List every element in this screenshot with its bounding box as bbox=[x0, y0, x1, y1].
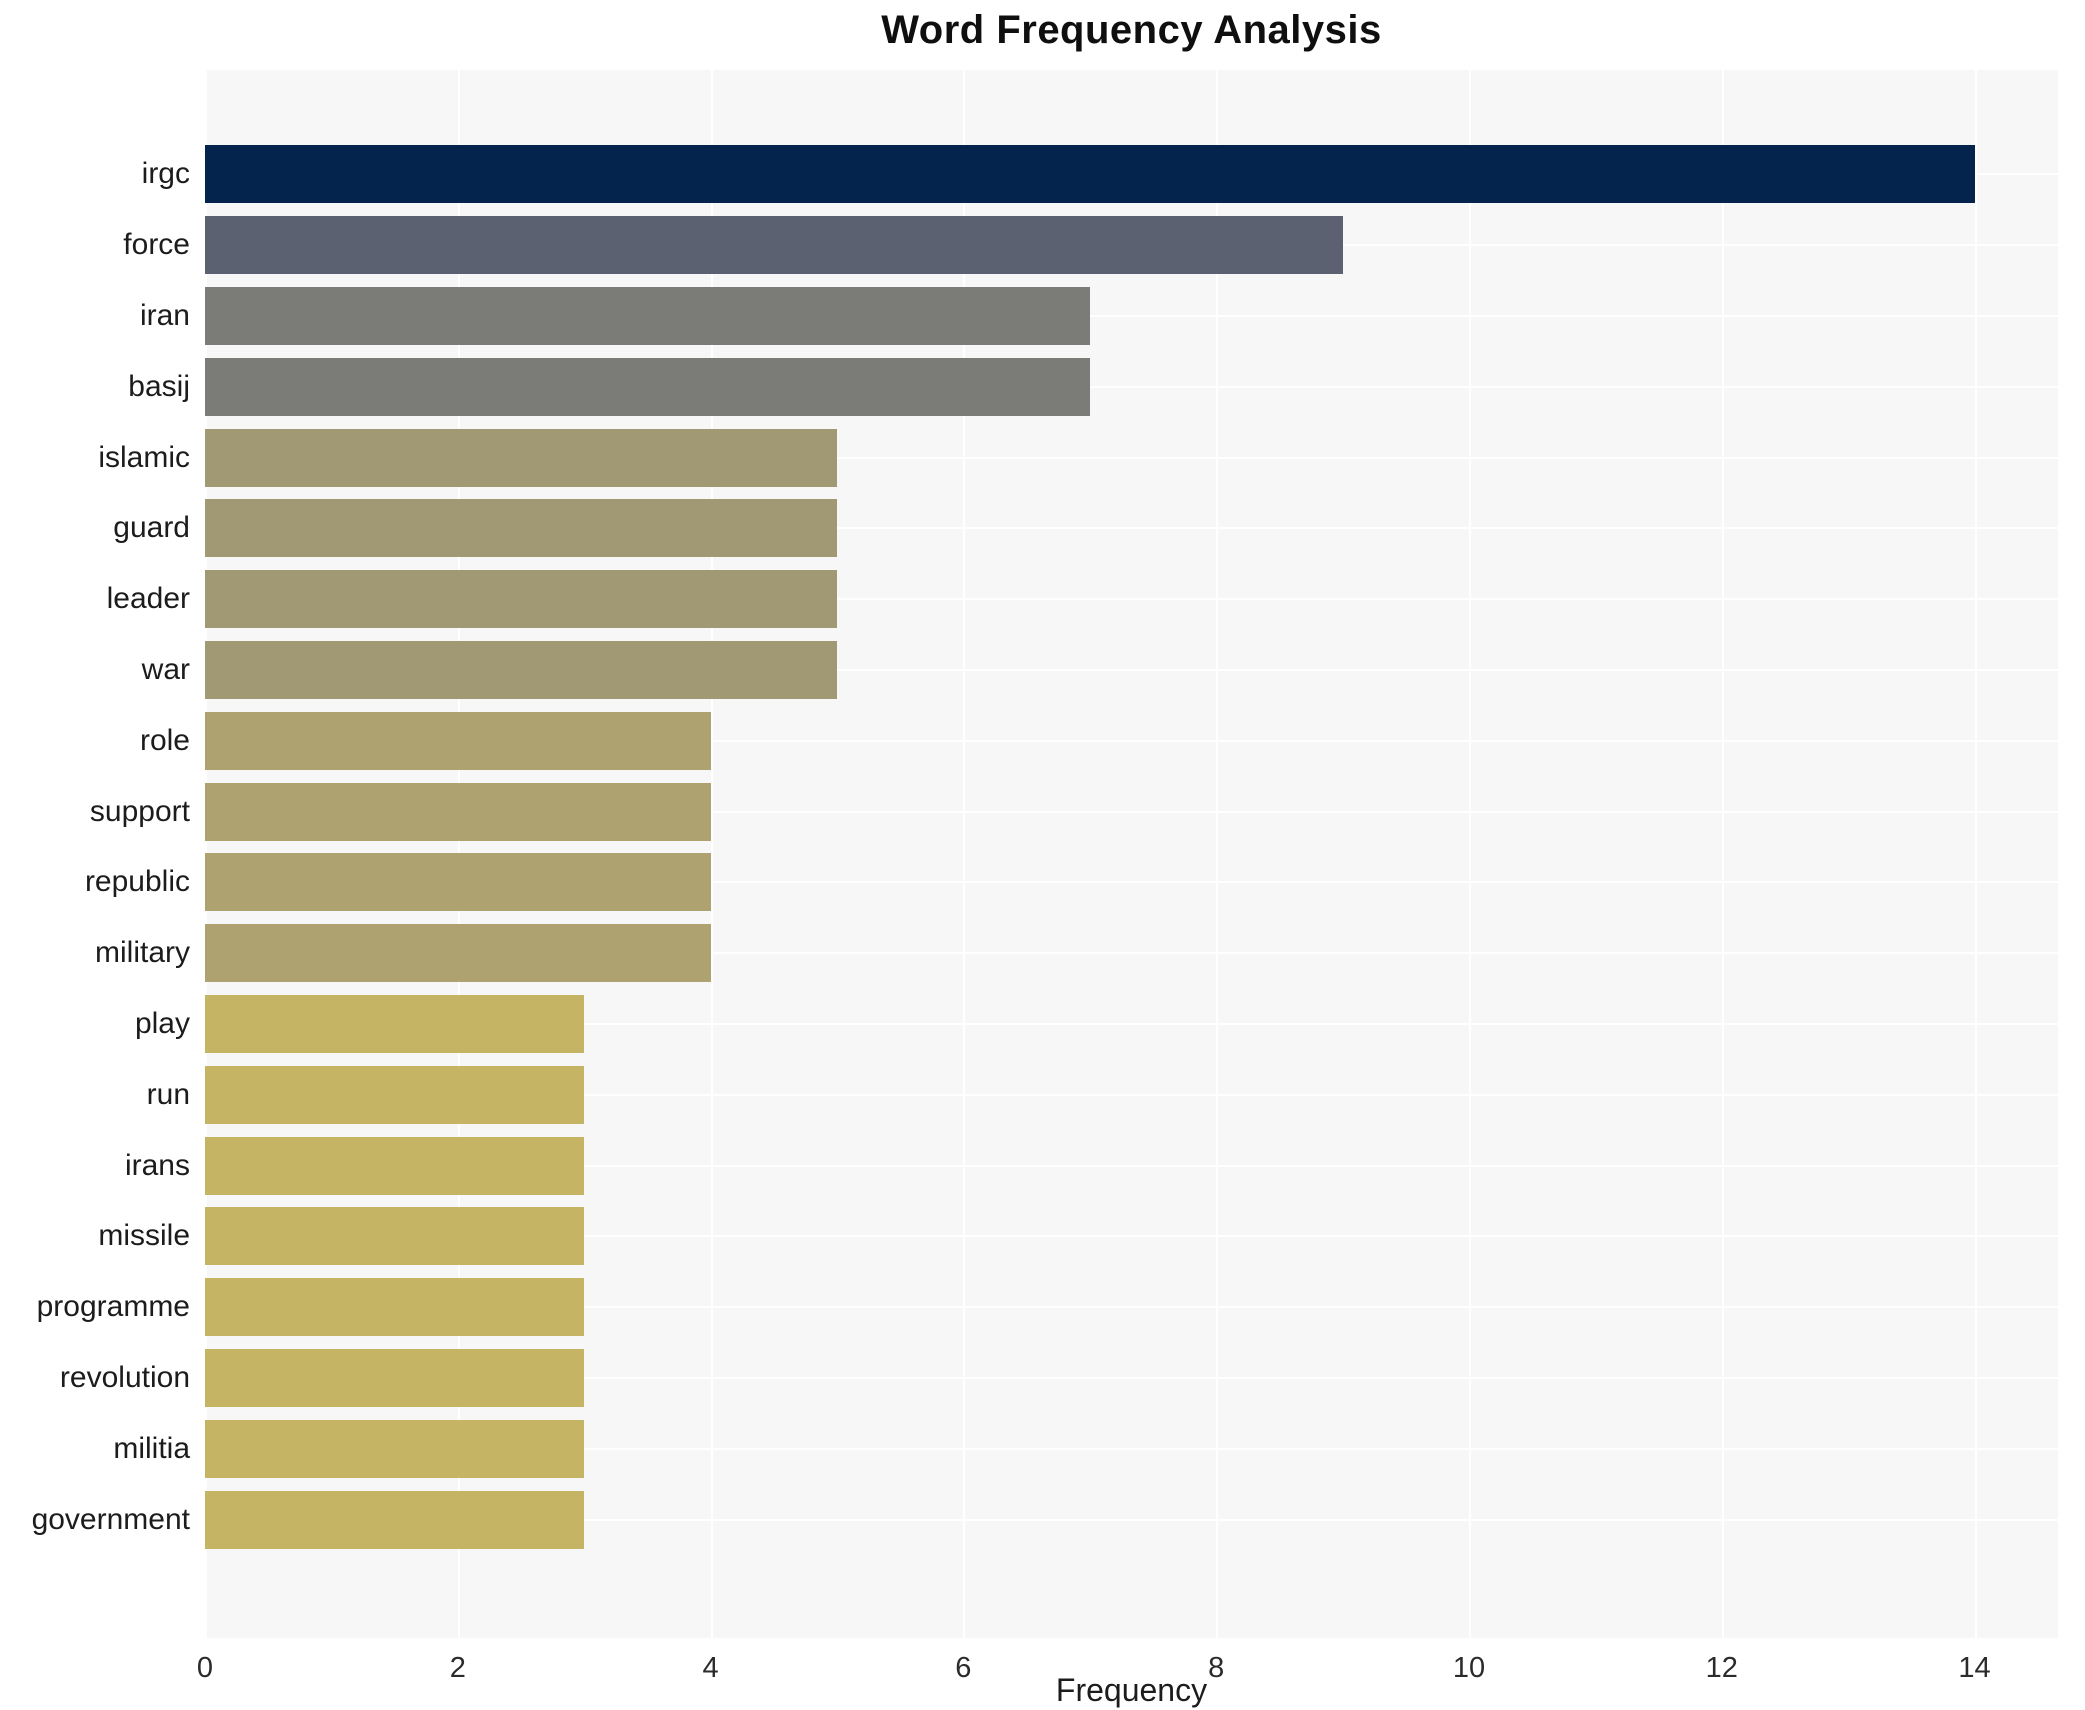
bar-row-war bbox=[205, 635, 2058, 706]
gridline-x-12 bbox=[1721, 70, 1724, 1638]
bar-row-role bbox=[205, 705, 2058, 776]
bar-role bbox=[205, 711, 711, 770]
gridline-x-10 bbox=[1468, 70, 1471, 1638]
bar-war bbox=[205, 640, 837, 699]
bar-revolution bbox=[205, 1348, 585, 1407]
gridline-x-8 bbox=[1216, 70, 1219, 1638]
y-label-programme: programme bbox=[36, 1290, 190, 1324]
bar-military bbox=[205, 924, 711, 983]
bar-row-basij bbox=[205, 351, 2058, 422]
y-label-military: military bbox=[95, 936, 190, 970]
y-label-support: support bbox=[89, 794, 190, 828]
gridline-x-6 bbox=[963, 70, 966, 1638]
y-label-war: war bbox=[141, 653, 190, 686]
x-tick-label-14: 14 bbox=[1958, 1652, 1991, 1684]
bar-row-republic bbox=[205, 847, 2058, 918]
bar-militia bbox=[205, 1419, 585, 1478]
gridline-y-militia bbox=[205, 1447, 2058, 1450]
gridline-y-republic bbox=[205, 881, 2058, 884]
bar-force bbox=[205, 216, 1343, 275]
bar-irans bbox=[205, 1136, 585, 1195]
x-tick-label-6: 6 bbox=[955, 1652, 972, 1684]
gridline-y-basij bbox=[205, 385, 2058, 388]
gridline-y-military bbox=[205, 952, 2058, 955]
y-label-republic: republic bbox=[84, 865, 190, 899]
bar-republic bbox=[205, 853, 711, 912]
bar-row-guard bbox=[205, 493, 2058, 564]
gridline-y-support bbox=[205, 810, 2058, 813]
gridline-y-run bbox=[205, 1093, 2058, 1096]
gridline-y-missile bbox=[205, 1235, 2058, 1238]
gridline-y-role bbox=[205, 739, 2058, 742]
bar-missile bbox=[205, 1207, 585, 1266]
bar-row-leader bbox=[205, 564, 2058, 635]
gridline-y-leader bbox=[205, 598, 2058, 601]
y-label-government: government bbox=[31, 1502, 190, 1536]
y-label-islamic: islamic bbox=[98, 440, 190, 474]
y-label-iran: iran bbox=[139, 299, 190, 332]
bar-row-iran bbox=[205, 281, 2058, 352]
y-label-force: force bbox=[123, 228, 190, 262]
gridline-x-14 bbox=[1974, 70, 1977, 1638]
bar-row-revolution bbox=[205, 1343, 2058, 1414]
x-tick-label-2: 2 bbox=[449, 1652, 466, 1684]
gridline-y-war bbox=[205, 668, 2058, 671]
y-label-role: role bbox=[139, 723, 190, 757]
bar-row-support bbox=[205, 776, 2058, 847]
x-tick-label-4: 4 bbox=[702, 1652, 719, 1684]
bar-programme bbox=[205, 1278, 585, 1337]
y-label-irans: irans bbox=[124, 1148, 190, 1182]
chart-title: Word Frequency Analysis bbox=[881, 8, 1382, 52]
bar-basij bbox=[205, 357, 1090, 416]
bar-support bbox=[205, 782, 711, 841]
y-label-revolution: revolution bbox=[59, 1361, 190, 1394]
bar-row-irgc bbox=[205, 139, 2058, 210]
y-label-irgc: irgc bbox=[141, 157, 190, 191]
plot-area bbox=[205, 70, 2058, 1638]
gridline-y-play bbox=[205, 1022, 2058, 1025]
bar-government bbox=[205, 1490, 585, 1549]
bar-islamic bbox=[205, 428, 837, 487]
gridline-y-iran bbox=[205, 314, 2058, 317]
bar-row-islamic bbox=[205, 422, 2058, 493]
y-label-militia: militia bbox=[113, 1431, 190, 1465]
bar-row-government bbox=[205, 1484, 2058, 1555]
bar-row-force bbox=[205, 210, 2058, 281]
x-tick-label-8: 8 bbox=[1208, 1652, 1225, 1684]
bar-row-missile bbox=[205, 1201, 2058, 1272]
bar-guard bbox=[205, 499, 837, 558]
x-tick-label-12: 12 bbox=[1705, 1652, 1738, 1684]
x-axis-label: Frequency bbox=[1055, 1672, 1208, 1708]
x-tick-label-10: 10 bbox=[1452, 1652, 1486, 1684]
y-label-basij: basij bbox=[128, 369, 190, 403]
bar-leader bbox=[205, 570, 837, 629]
bar-row-irans bbox=[205, 1130, 2058, 1201]
bar-row-militia bbox=[205, 1413, 2058, 1484]
gridline-x-4 bbox=[710, 70, 713, 1638]
gridline-y-revolution bbox=[205, 1376, 2058, 1379]
x-tick-label-0: 0 bbox=[196, 1652, 214, 1684]
bar-row-military bbox=[205, 918, 2058, 989]
y-label-play: play bbox=[134, 1007, 190, 1040]
bar-row-play bbox=[205, 989, 2058, 1060]
gridline-y-programme bbox=[205, 1306, 2058, 1309]
bar-row-run bbox=[205, 1059, 2058, 1130]
y-label-leader: leader bbox=[106, 582, 190, 616]
bar-irgc bbox=[205, 145, 1975, 204]
bar-iran bbox=[205, 286, 1090, 345]
gridline-y-irans bbox=[205, 1164, 2058, 1167]
y-label-run: run bbox=[146, 1077, 190, 1111]
gridline-y-islamic bbox=[205, 456, 2058, 459]
y-label-guard: guard bbox=[113, 511, 190, 545]
bar-run bbox=[205, 1065, 585, 1124]
bar-play bbox=[205, 994, 585, 1053]
gridline-y-government bbox=[205, 1518, 2058, 1521]
bar-row-programme bbox=[205, 1272, 2058, 1343]
y-label-missile: missile bbox=[98, 1219, 190, 1253]
gridline-y-guard bbox=[205, 527, 2058, 530]
